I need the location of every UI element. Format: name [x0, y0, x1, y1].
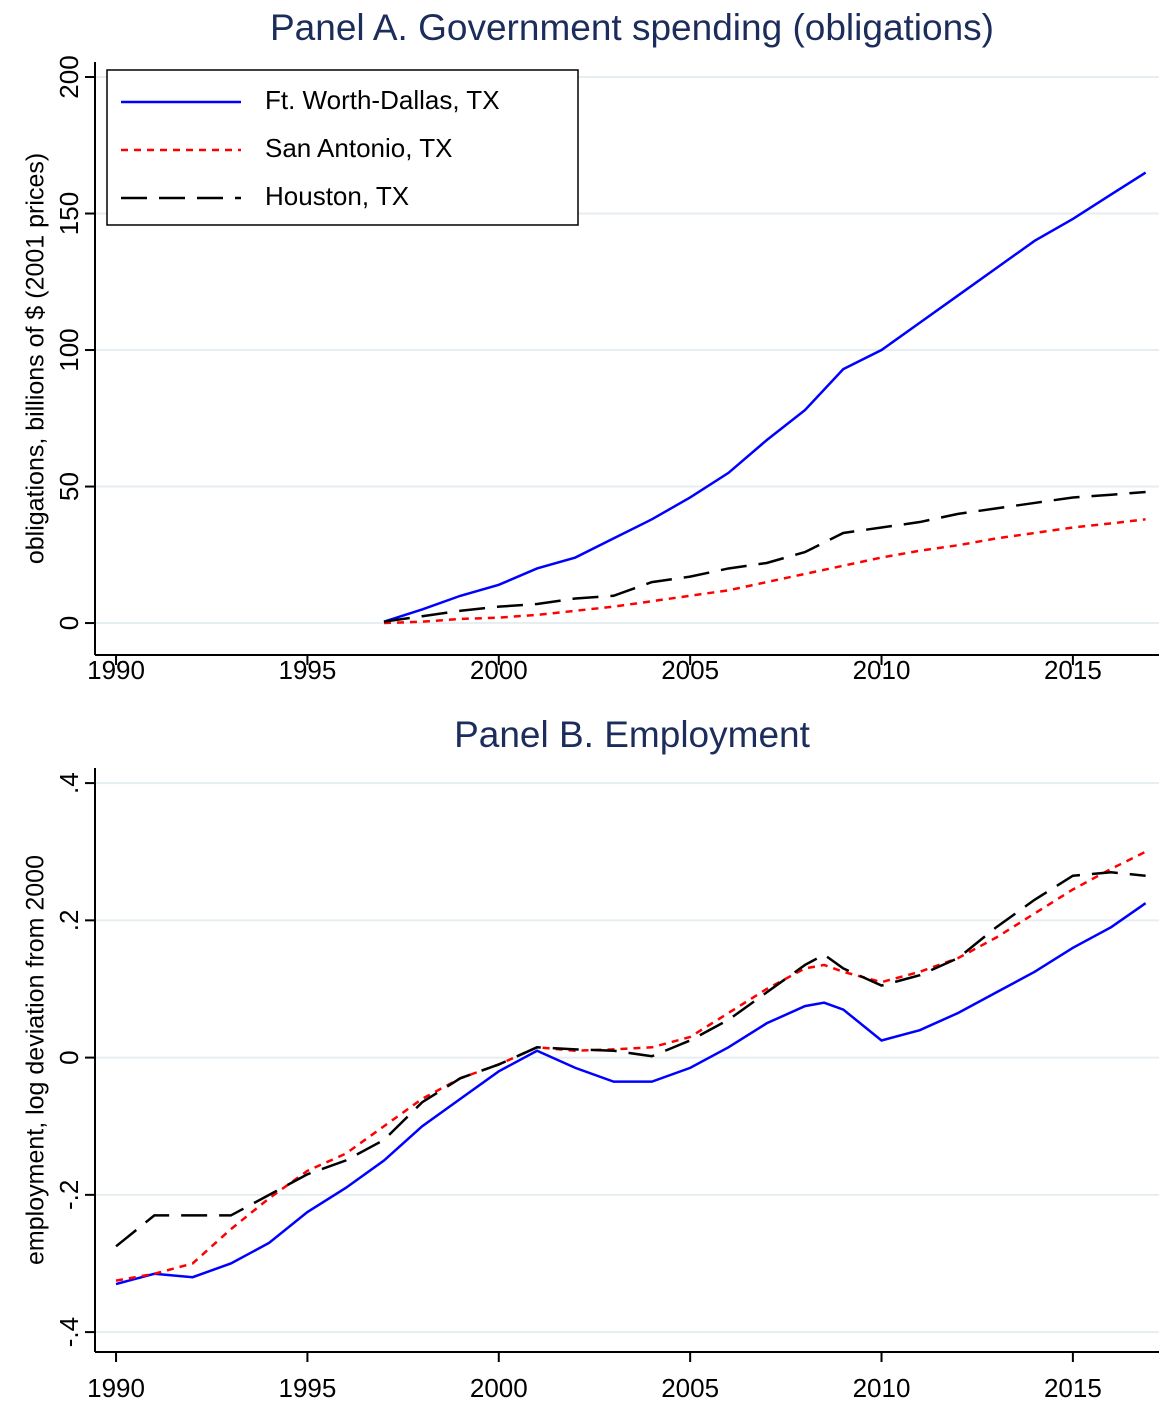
x-tick-label: 2015: [1044, 655, 1102, 685]
legend-box: [106, 69, 579, 226]
series-line: [115, 871, 1146, 1248]
y-tick-label: 0: [54, 1050, 84, 1064]
y-tick-label: 50: [54, 472, 84, 501]
y-tick-label: 150: [54, 192, 84, 235]
legend-label: Houston, TX: [265, 181, 409, 211]
x-tick-label: 1995: [278, 1373, 336, 1403]
x-tick-label: 2015: [1044, 1373, 1102, 1403]
x-tick-label: 2005: [661, 655, 719, 685]
x-tick-label: 2010: [853, 1373, 911, 1403]
y-tick-label: .2: [54, 910, 84, 932]
legend-label: San Antonio, TX: [265, 133, 452, 163]
x-tick-label: 1990: [87, 1373, 145, 1403]
y-tick-label: 100: [54, 328, 84, 371]
series-line: [115, 850, 1147, 1282]
series-line: [383, 171, 1147, 623]
x-tick-label: 2010: [853, 655, 911, 685]
y-tick-label: 200: [54, 55, 84, 98]
y-axis-label: obligations, billions of $ (2001 prices): [22, 153, 50, 564]
y-tick-label: -.2: [54, 1180, 84, 1210]
x-tick-label: 2000: [470, 655, 528, 685]
x-tick-label: 2000: [470, 1373, 528, 1403]
x-tick-label: 2005: [661, 1373, 719, 1403]
legend: Ft. Worth-Dallas, TX San Antonio, TX Houst…: [106, 69, 579, 226]
series-line: [115, 902, 1147, 1286]
y-tick-label: 0: [54, 616, 84, 630]
series-line: [383, 490, 1146, 623]
chart-title: Panel B. Employment: [454, 714, 811, 755]
legend-label: Ft. Worth-Dallas, TX: [265, 85, 500, 115]
chart-title: Panel A. Government spending (obligation…: [270, 7, 994, 48]
y-tick-label: -.4: [54, 1317, 84, 1347]
x-tick-label: 1995: [278, 655, 336, 685]
y-tick-label: .4: [54, 772, 84, 794]
x-tick-label: 1990: [87, 655, 145, 685]
y-axis-label: employment, log deviation from 2000: [22, 855, 50, 1265]
